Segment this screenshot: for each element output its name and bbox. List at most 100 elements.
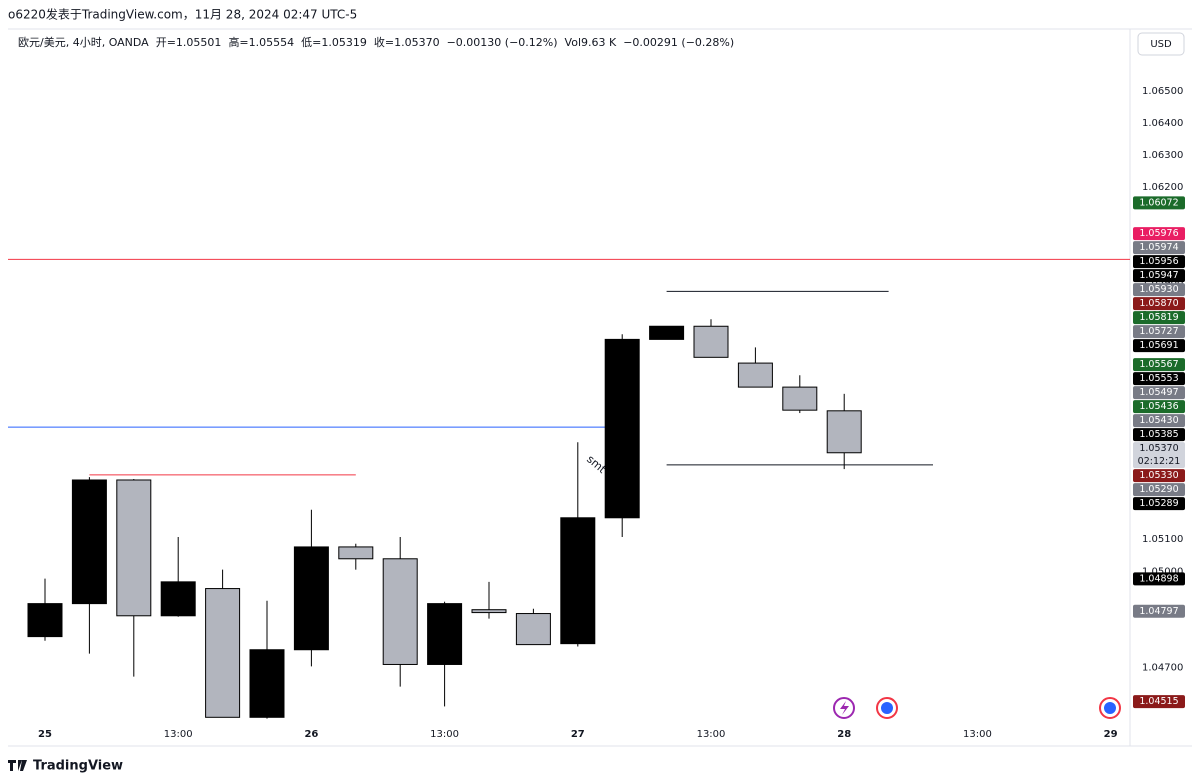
price-label-bg [1133, 241, 1185, 255]
legend-item: 欧元/美元, 4小时, OANDA [18, 36, 149, 49]
price-label: 1.05497 [1139, 387, 1178, 398]
logo-glyph [8, 760, 27, 771]
legend-item: −0.00291 (−0.28%) [623, 36, 734, 49]
legend-text: 欧元/美元, 4小时, OANDA 开=1.05501 高=1.05554 低=1.0… [18, 35, 734, 49]
candle-body [515, 613, 551, 646]
candle-body [693, 325, 729, 358]
price-label-bg [1133, 400, 1185, 414]
x-tick-label: 13:00 [164, 729, 193, 740]
legend-item: 高=1.05554 [228, 35, 294, 49]
price-label-bg [1133, 358, 1185, 372]
currency[interactable]: USD [1150, 39, 1172, 50]
x-tick-label: 25 [38, 729, 52, 740]
price-label: 1.05385 [1139, 429, 1178, 440]
price-label: 1.05870 [1139, 298, 1178, 309]
price-label-bg [1133, 227, 1185, 241]
y-tick-label: 1.06500 [1142, 86, 1183, 97]
event-glyph [1104, 702, 1116, 714]
currency-button[interactable] [1137, 32, 1185, 56]
candle-body [71, 479, 107, 605]
lightning-glyph [840, 701, 849, 715]
candle-body [604, 338, 640, 519]
x-tick-label: 27 [571, 729, 585, 740]
price-label: 1.05727 [1139, 326, 1178, 337]
event-glyph [881, 702, 893, 714]
y-tick-label: 1.06400 [1142, 118, 1183, 129]
price-label-bg [1133, 442, 1185, 469]
price-label: 1.04515 [1139, 696, 1178, 707]
price-label-bg [1133, 572, 1185, 586]
y-tick-label: 1.06300 [1142, 150, 1183, 161]
price-label: 1.05930 [1139, 284, 1178, 295]
price-label: 1.05819 [1139, 312, 1178, 323]
candle-body [560, 517, 596, 645]
price-label: 1.05430 [1139, 415, 1178, 426]
price-label: 1.05974 [1139, 242, 1178, 253]
price-label-bg [1133, 469, 1185, 483]
candle-body [782, 386, 818, 411]
price-label: 1.05567 [1139, 359, 1178, 370]
price-label: 1.06072 [1139, 197, 1178, 208]
y-tick-label: 1.04700 [1142, 662, 1183, 673]
price-label-bg [1133, 604, 1185, 618]
candle-body [293, 546, 329, 651]
price-label: 1.05553 [1139, 373, 1178, 384]
legend-item: 收=1.05370 [374, 35, 440, 49]
candle-body [116, 479, 152, 617]
candle-body [471, 609, 507, 614]
price-label: 1.05289 [1139, 498, 1178, 509]
price-label-bg [1133, 269, 1185, 283]
y-tick-label: 1.05100 [1142, 534, 1183, 545]
candle-body [649, 325, 685, 340]
price-label: 1.05330 [1139, 470, 1178, 481]
price-label-bg [1133, 297, 1185, 311]
price-label-bg [1133, 255, 1185, 269]
price-label-bg [1133, 311, 1185, 325]
x-tick-label: 29 [1104, 729, 1118, 740]
x-tick-label: 26 [304, 729, 318, 740]
legend-item: Vol9.63 K [565, 36, 617, 49]
x-tick-label: 13:00 [963, 729, 992, 740]
price-label-bg [1133, 483, 1185, 497]
price-label-bg [1133, 283, 1185, 297]
price-label: 1.05976 [1139, 228, 1178, 239]
legend-item: 低=1.05319 [301, 36, 367, 49]
candle-body [338, 546, 374, 560]
price-label-bg [1133, 339, 1185, 353]
price-label-bg [1133, 325, 1185, 339]
brand: TradingView [33, 759, 123, 774]
icons [833, 697, 1121, 719]
attribution: o6220发表于TradingView.com，11月 28, 2024 02:… [8, 7, 357, 22]
price-label: 1.05956 [1139, 256, 1178, 267]
candle-body [826, 410, 862, 454]
legend-item: −0.00130 (−0.12%) [447, 36, 558, 49]
price-label-bg [1133, 372, 1185, 386]
candle-body [249, 649, 285, 718]
candle-body [427, 603, 463, 665]
x-tick-label: 28 [837, 729, 851, 740]
legend-item: 开=1.05501 [156, 36, 222, 49]
price-label: 1.05947 [1139, 270, 1178, 281]
price-label-bg [1133, 414, 1185, 428]
price-label: 1.05436 [1139, 401, 1178, 412]
legend: 欧元/美元, 4小时, OANDA 开=1.05501 高=1.05554 低=1.0… [18, 35, 734, 49]
candle-body [382, 558, 418, 665]
price-label: 1.04797 [1139, 606, 1178, 617]
y-tick-label: 1.05000 [1142, 566, 1183, 577]
price-label: 1.05290 [1139, 484, 1178, 495]
candle-body [205, 588, 241, 718]
candle-body [27, 603, 63, 638]
y-tick-label: 1.06200 [1142, 182, 1183, 193]
countdown: 02:12:21 [1138, 456, 1181, 467]
price-label: 1.04898 [1139, 573, 1178, 584]
candle-body [737, 362, 773, 388]
x-tick-label: 13:00 [430, 729, 459, 740]
price-label-bg [1133, 428, 1185, 442]
price-label-bg [1133, 386, 1185, 400]
candle-body [160, 581, 196, 617]
price-label-bg [1133, 497, 1185, 511]
price-label: 1.05370 [1139, 443, 1178, 454]
price-label-bg [1133, 196, 1185, 210]
